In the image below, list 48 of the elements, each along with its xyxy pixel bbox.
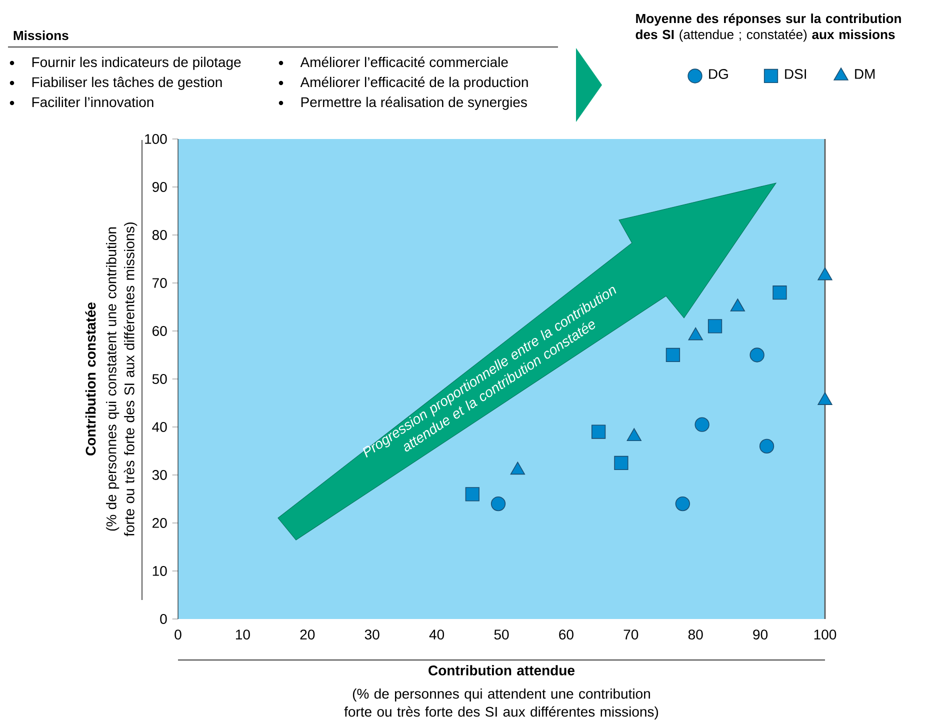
x-tick-label: 40: [429, 630, 444, 640]
point: [759, 438, 774, 454]
y-tick-label: 20: [152, 518, 167, 528]
point: [675, 496, 690, 512]
y-tick-label: 100: [145, 134, 167, 144]
y-tick-label: 70: [152, 278, 167, 288]
y-tick-label: 80: [152, 230, 167, 240]
text: Fiabiliser les tâches de gestion: [32, 76, 222, 90]
x-tick-label: 20: [300, 630, 315, 640]
point: [666, 348, 680, 362]
legend-title: Moyenne des réponses sur la contribution des SI (attendue ; constatée) aux missions: [636, 13, 901, 42]
text: Fournir les indicateurs de pilotage: [32, 56, 241, 70]
x-tick-label: 0: [174, 630, 182, 640]
x-tick-label: 50: [494, 630, 509, 640]
text: Améliorer l’efficacité de la production: [300, 76, 528, 90]
y-tick-label: 60: [152, 326, 167, 336]
legend-label: DSI: [785, 69, 806, 79]
x-tick-label: 70: [624, 630, 638, 640]
point: [708, 319, 722, 334]
x-tick-label: 100: [814, 630, 836, 640]
point: [465, 487, 480, 502]
y-axis-title: Contribution constatée: [85, 302, 96, 456]
legend-label: DG: [709, 69, 728, 79]
y-tick-label: 30: [152, 470, 167, 480]
text: Améliorer l’efficacité commerciale: [300, 56, 508, 68]
point: [694, 417, 710, 432]
point: [591, 424, 606, 439]
text: (% de personnes qui constatent une contribution forte ou très forte des SI aux différentes missions): [106, 222, 138, 536]
text: Missions: [14, 30, 68, 40]
point: [490, 496, 506, 512]
legend-label: DM: [855, 69, 875, 79]
point: [750, 348, 764, 362]
text: Permettre la réalisation de synergies: [301, 96, 527, 110]
y-tick-label: 50: [152, 374, 167, 384]
y-tick-label: 10: [152, 566, 167, 576]
text: (% de personnes qui attendent une contribution forte ou très forte des SI aux différentes missions): [344, 688, 658, 720]
x-axis-title: Contribution attendue: [428, 665, 575, 676]
point: [614, 456, 628, 470]
x-tick-label: 60: [559, 630, 574, 640]
x-tick-label: 10: [236, 630, 250, 640]
y-tick-label: 0: [160, 614, 167, 624]
y-tick-label: 90: [152, 182, 167, 192]
x-tick-label: 90: [753, 630, 768, 640]
y-tick-label: 40: [152, 422, 167, 432]
point: [772, 286, 787, 300]
x-tick-label: 30: [364, 630, 380, 640]
x-tick-label: 80: [688, 630, 703, 640]
text: Faciliter l’innovation: [32, 96, 154, 108]
